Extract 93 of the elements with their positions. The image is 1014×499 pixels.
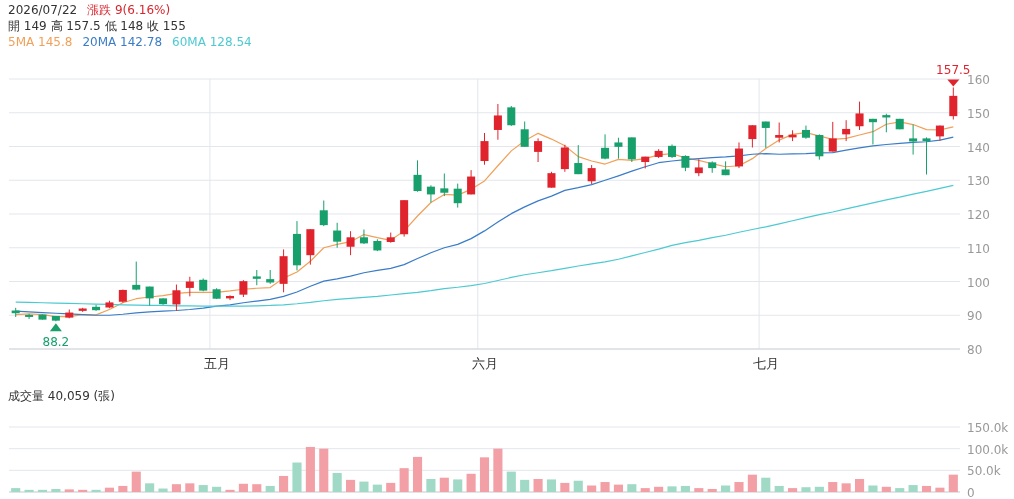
bar (761, 477, 771, 492)
y-tick-label: 150.0k (967, 421, 1009, 435)
y-tick-label: 0 (967, 486, 975, 499)
chart-subtitle: 漲跌 9(6.16%) (87, 3, 171, 17)
y-tick-label: 130 (967, 174, 990, 189)
bar (225, 489, 235, 492)
chart-title: 2026/07/22 (8, 3, 78, 17)
x-tick-label: 六月 (471, 356, 498, 371)
bar (680, 485, 690, 492)
bar (372, 484, 382, 492)
bar (814, 486, 824, 492)
bar (533, 479, 543, 492)
bar (185, 483, 195, 492)
bar (11, 488, 21, 492)
bar (171, 484, 181, 492)
bar (828, 482, 838, 492)
text: 開 149 高 157.5 低 148 收 155 (8, 19, 186, 33)
bar (238, 483, 248, 492)
bar (279, 475, 289, 492)
legend: 5MA 145.8 20MA 142.78 60MA 128.54 (8, 35, 252, 49)
bar (868, 485, 878, 492)
bar (788, 488, 798, 492)
bar (51, 488, 61, 492)
bar (305, 446, 315, 492)
bar (667, 486, 677, 492)
bar (212, 486, 222, 492)
x-tick-label: 七月 (752, 356, 779, 371)
bar (841, 483, 851, 492)
bar (694, 488, 704, 492)
y-tick-label: 50.0k (967, 464, 1001, 479)
chart-title: 成交量 40,059 (張) (8, 389, 115, 403)
bar (118, 485, 128, 492)
bar (721, 485, 731, 492)
y-tick-label: 100 (967, 275, 990, 290)
bar (707, 488, 717, 492)
bar (546, 479, 557, 492)
bar (747, 474, 757, 492)
bar (265, 485, 275, 492)
x-tick-label: 五月 (203, 356, 230, 371)
bar (520, 479, 530, 492)
bar (506, 471, 516, 492)
bar (654, 486, 664, 492)
bar (774, 485, 784, 492)
bar (935, 487, 945, 492)
bar (640, 488, 650, 492)
bar (587, 485, 597, 492)
bar (346, 479, 356, 492)
bar (801, 487, 811, 492)
bar (145, 483, 155, 492)
y-tick-label: 140 (967, 140, 990, 155)
bar (104, 487, 115, 492)
bar (198, 485, 208, 492)
bar (252, 484, 262, 492)
bar (91, 489, 101, 492)
bar (600, 482, 610, 492)
bar (948, 474, 958, 492)
bar (466, 473, 476, 492)
bar (439, 477, 449, 492)
bar (895, 488, 905, 492)
bar (493, 448, 503, 492)
annotation: 88.2 (42, 323, 70, 350)
y-tick-label: 150 (967, 106, 990, 121)
y-tick-label: 100.0k (967, 442, 1009, 457)
bar (734, 482, 744, 492)
bar (332, 472, 342, 492)
y-tick-label: 120 (967, 208, 990, 222)
bar (24, 489, 34, 492)
bar (399, 468, 409, 492)
bar (359, 481, 369, 492)
bar (319, 448, 329, 492)
y-tick-label: 90 (967, 309, 983, 324)
y-tick-label: 110 (967, 241, 990, 256)
bar (37, 489, 48, 492)
bar (921, 485, 932, 492)
bar (881, 486, 891, 492)
y-tick-label: 80 (967, 343, 983, 357)
bar (426, 479, 436, 492)
annotation: 88.2 (42, 335, 70, 350)
bar (854, 479, 865, 492)
bar (386, 482, 396, 492)
bar (908, 485, 918, 492)
bar (131, 471, 141, 492)
bar (412, 456, 423, 492)
bar (78, 489, 88, 492)
bar (292, 462, 302, 492)
bar (453, 479, 463, 492)
bar (573, 480, 583, 492)
bar (158, 488, 168, 492)
bar (613, 484, 623, 492)
bar (627, 484, 637, 492)
bar (64, 489, 74, 492)
bar (479, 457, 490, 492)
bar (560, 482, 570, 492)
